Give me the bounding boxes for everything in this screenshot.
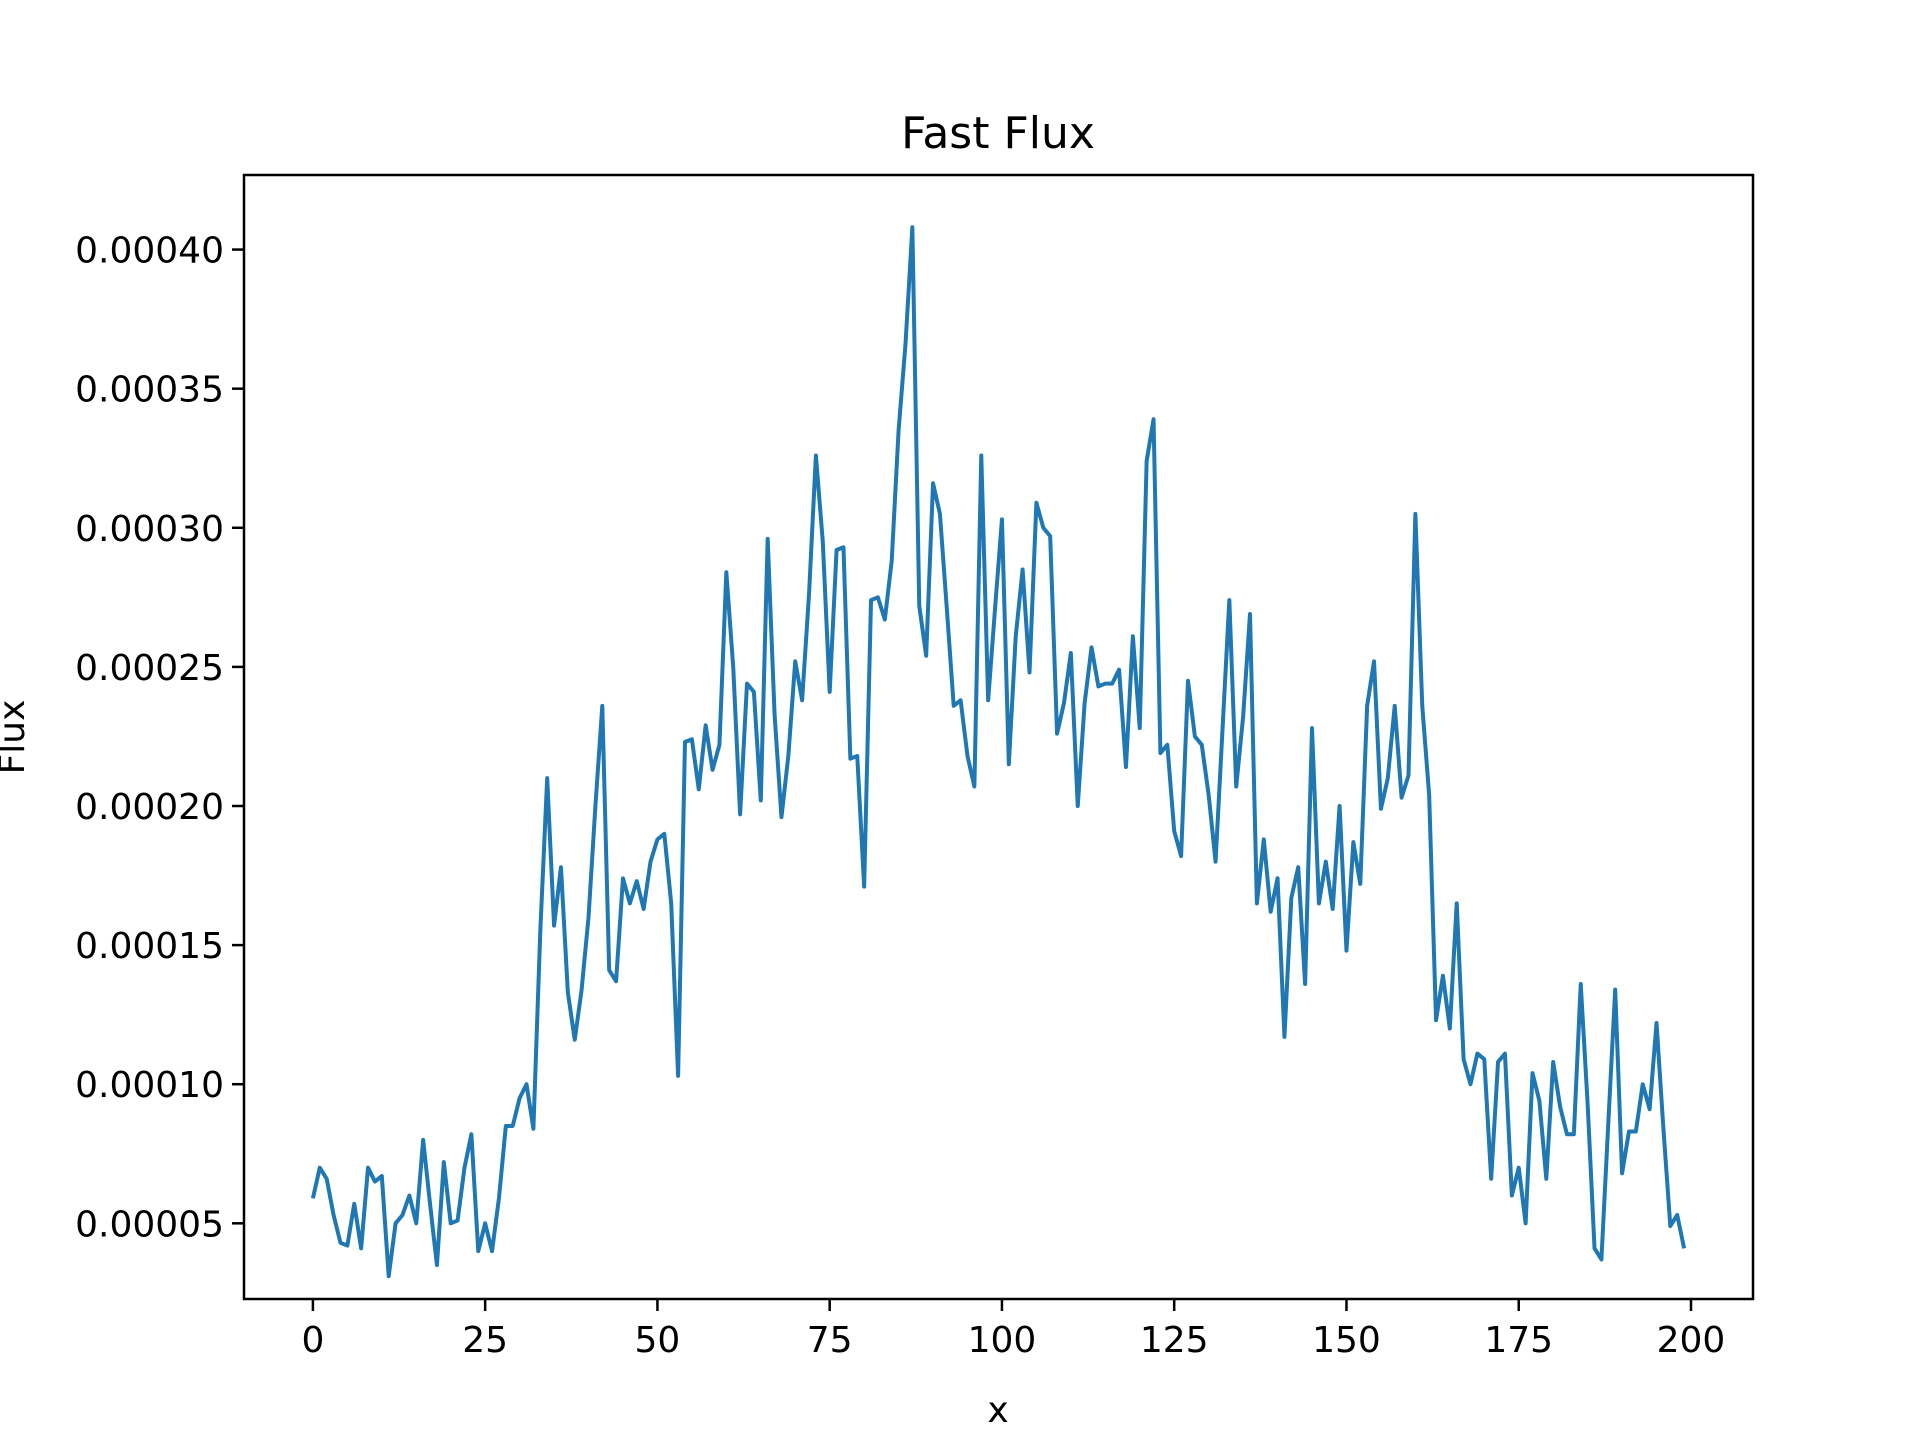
y-tick-label: 0.00040 (75, 231, 224, 272)
y-axis-ticks: 0.00005 0.00010 0.00015 0.00020 0.00025 0.000… (75, 231, 244, 1245)
x-tick-label: 25 (462, 1320, 508, 1361)
x-tick-label: 100 (968, 1320, 1037, 1361)
x-tick-label: 150 (1312, 1320, 1381, 1361)
x-axis-label: x (987, 1390, 1008, 1431)
x-tick-label: 50 (635, 1320, 681, 1361)
plot-area (310, 225, 1687, 1279)
y-tick-label: 0.00030 (75, 509, 224, 550)
y-tick-label: 0.00010 (75, 1065, 224, 1106)
y-tick-label: 0.00025 (75, 648, 224, 689)
x-tick-label: 175 (1484, 1320, 1553, 1361)
chart-title: Fast Flux (901, 108, 1095, 159)
x-tick-label: 200 (1657, 1320, 1726, 1361)
x-tick-label: 125 (1140, 1320, 1209, 1361)
axes-frame (242, 173, 1755, 1301)
x-tick-label: 0 (301, 1320, 324, 1361)
y-axis-label: Flux (0, 700, 33, 775)
x-axis-ticks: 0 25 50 75 100 125 150 175 200 (301, 1299, 1725, 1361)
y-tick-label: 0.00005 (75, 1204, 224, 1245)
series-line-fast-flux (310, 225, 1687, 1279)
x-tick-label: 75 (807, 1320, 853, 1361)
y-tick-label: 0.00020 (75, 787, 224, 828)
y-tick-label: 0.00015 (75, 926, 224, 967)
y-tick-label: 0.00035 (75, 370, 224, 411)
